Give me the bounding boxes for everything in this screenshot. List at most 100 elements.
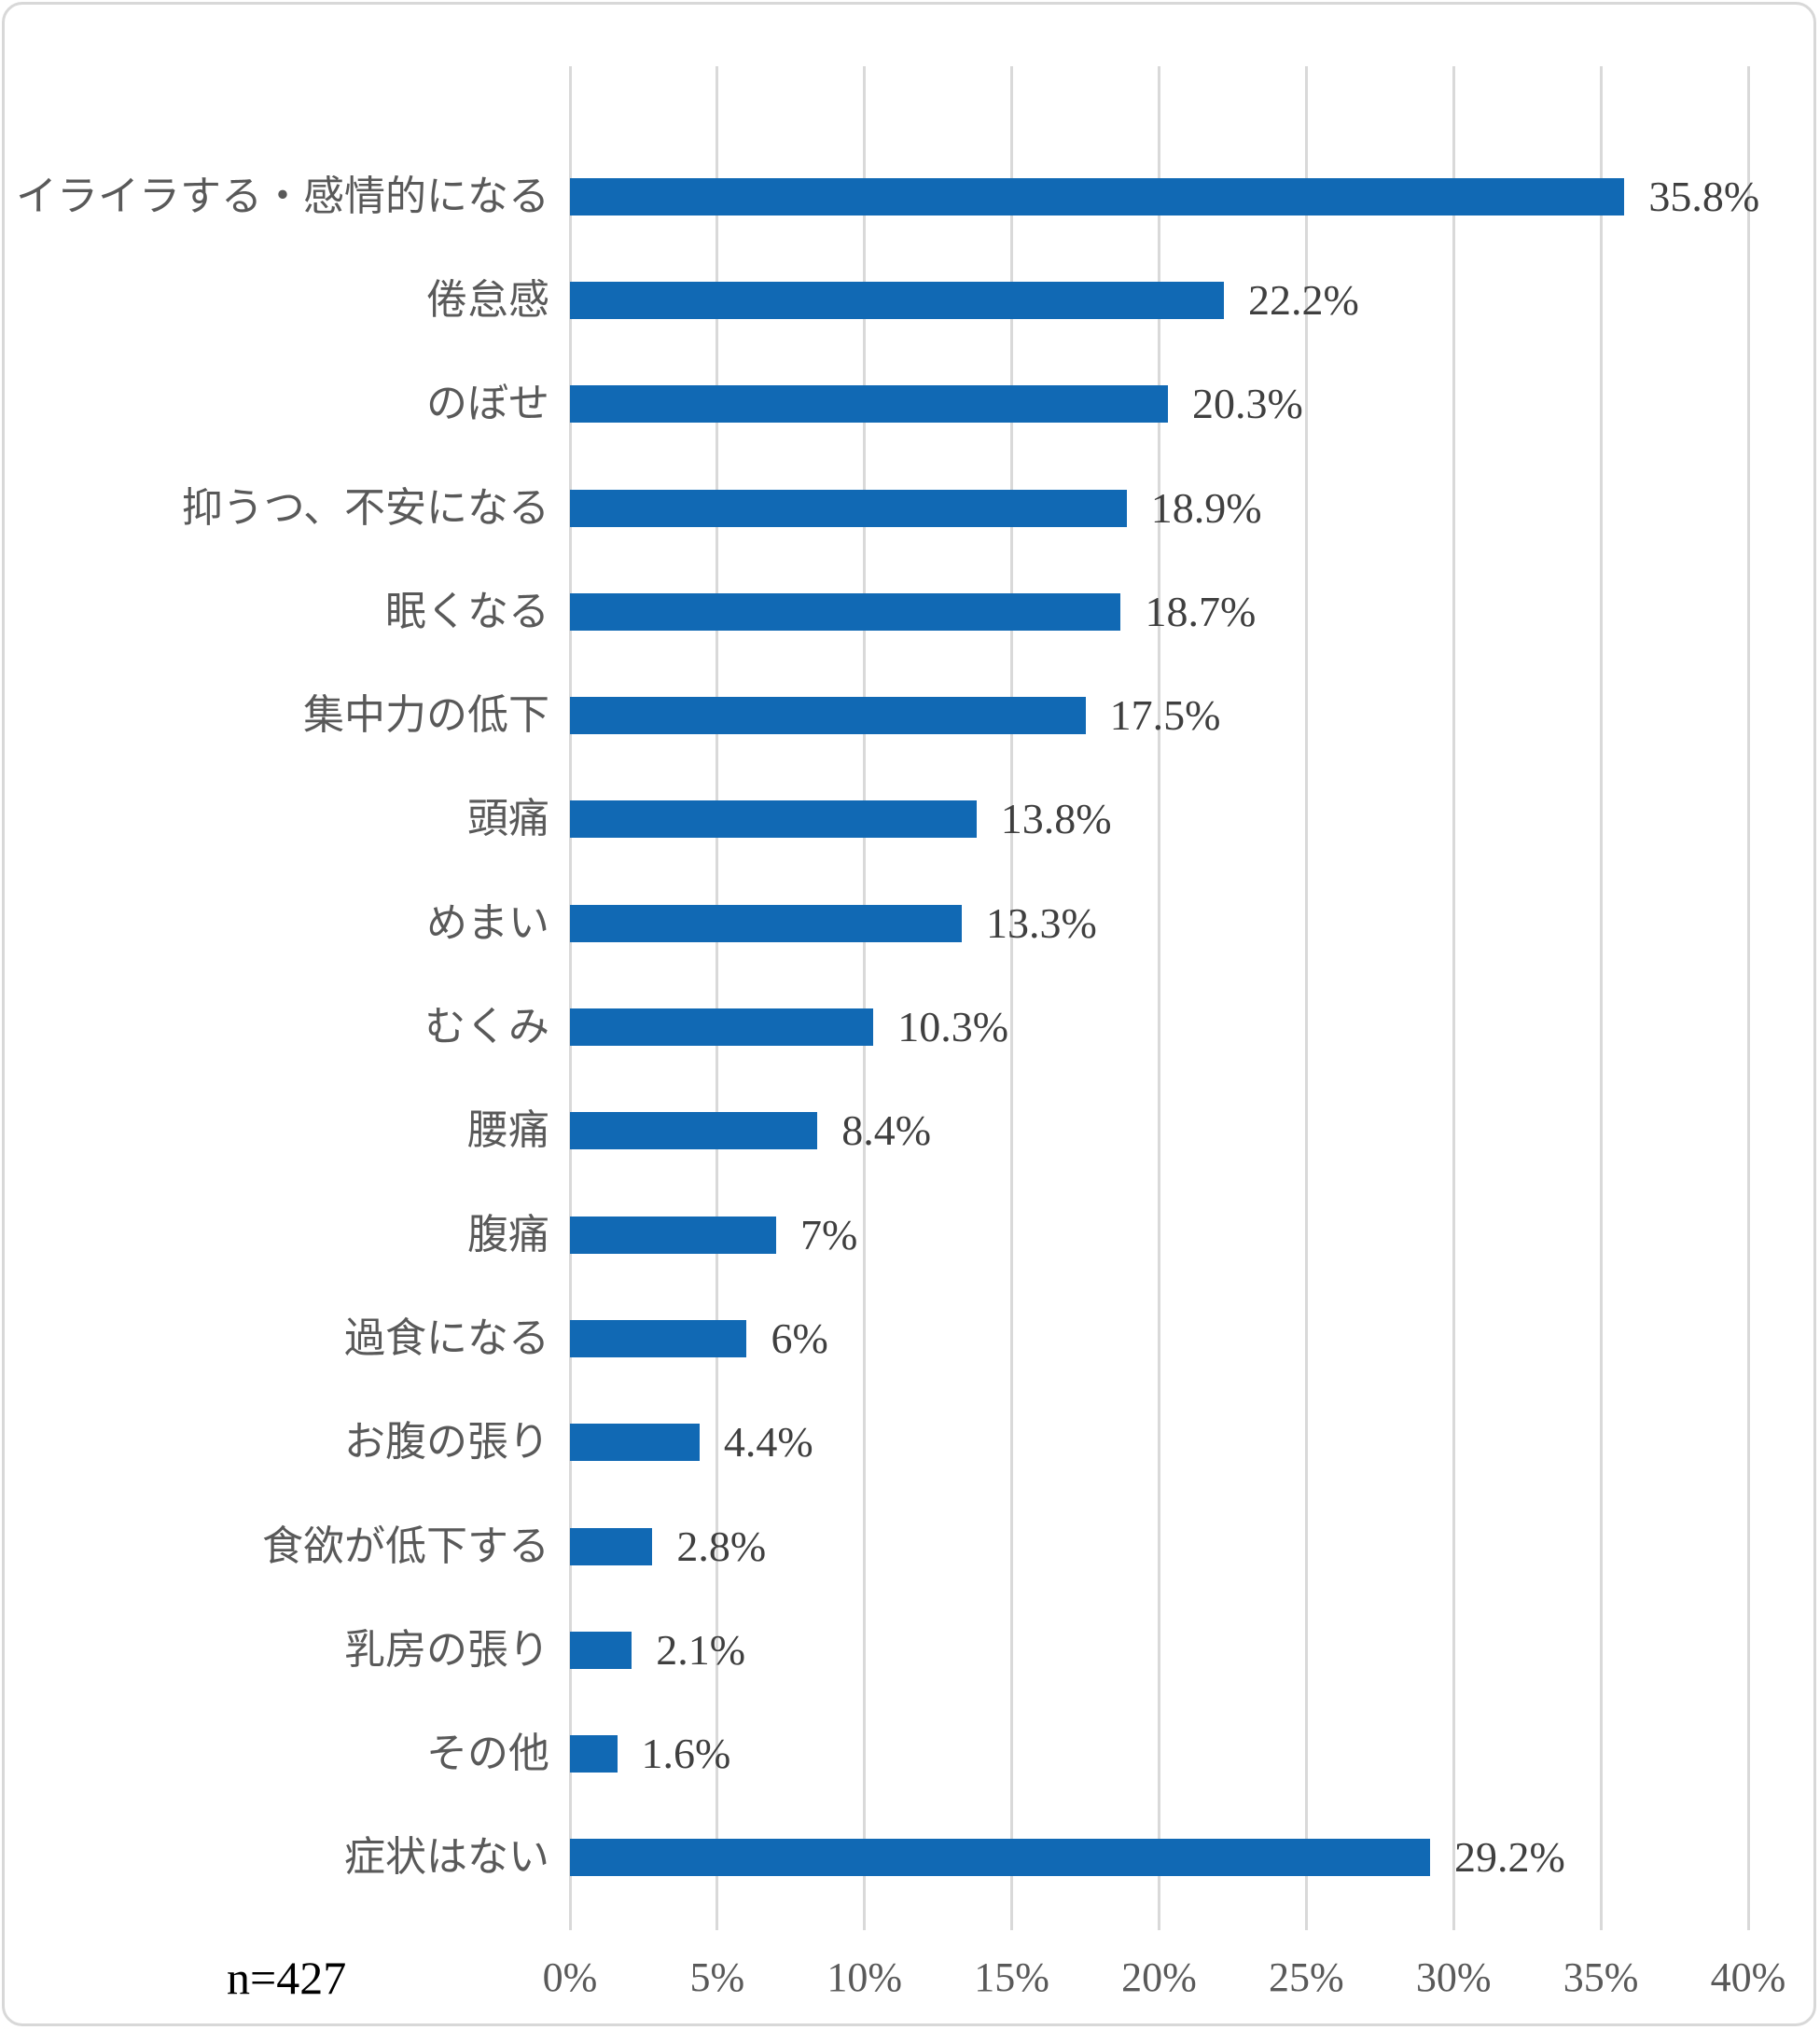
category-label: 頭痛 (467, 796, 549, 842)
bar-row: 2.1% (570, 1598, 1748, 1702)
bar (570, 177, 1625, 216)
gridline (1304, 66, 1308, 1910)
gridline (1599, 66, 1603, 1910)
bar (570, 1631, 632, 1669)
axis-tick (1599, 1910, 1603, 1930)
bar-value-label: 2.8% (676, 1522, 767, 1570)
x-axis-ticks (568, 1910, 1750, 1930)
bar-value-label: 10.3% (897, 1003, 1009, 1051)
axis-tick (1158, 1910, 1160, 1930)
axis-tick (715, 1910, 719, 1930)
bar-value-label: 35.8% (1648, 172, 1760, 220)
bar-row: 7% (570, 1183, 1748, 1286)
bar (570, 489, 1127, 527)
bar-row: 13.8% (570, 768, 1748, 871)
bar-row: 22.2% (570, 248, 1748, 352)
bar (570, 1527, 653, 1565)
bar-row: 20.3% (570, 353, 1748, 456)
bar (570, 1735, 618, 1773)
bar (570, 1424, 700, 1462)
bar-value-label: 7% (800, 1210, 858, 1258)
bar-value-label: 13.8% (1000, 795, 1112, 843)
bar-value-label: 18.9% (1150, 483, 1262, 532)
category-label: 食欲が低下する (262, 1522, 549, 1569)
bar-value-label: 29.2% (1453, 1833, 1565, 1882)
bar-row: 2.8% (570, 1495, 1748, 1598)
bar-value-label: 18.7% (1145, 587, 1257, 635)
category-label: 腹痛 (467, 1211, 549, 1258)
x-axis-labels: 0% 5% 10% 15% 20% 25% 30% 35% 40% (543, 1945, 1786, 2010)
category-label: 乳房の張り (344, 1626, 549, 1673)
bar (570, 1216, 777, 1254)
bar-row: 8.4% (570, 1079, 1748, 1183)
category-label: 腰痛 (467, 1107, 549, 1154)
x-axis-tick-label: 5% (689, 1954, 745, 2000)
bar-row: 1.6% (570, 1702, 1748, 1805)
category-axis-labels: イライラする・感情的になる倦怠感のぼせ抑うつ、不安になる眠くなる集中力の低下頭痛… (16, 145, 549, 1910)
bar-value-label: 13.3% (985, 898, 1097, 947)
bar-value-label: 20.3% (1191, 380, 1303, 428)
x-axis-tick-label: 10% (827, 1954, 903, 2000)
gridline (1452, 66, 1455, 1910)
category-label: 眠くなる (385, 588, 549, 634)
category-label: 症状はない (344, 1834, 549, 1881)
category-label: のぼせ (426, 381, 549, 427)
bar-row: 18.9% (570, 456, 1748, 560)
sample-size-note: n=427 (227, 1952, 347, 2004)
axis-tick (1452, 1910, 1455, 1930)
x-axis-tick-label: 25% (1269, 1954, 1344, 2000)
bar (570, 904, 962, 942)
x-axis-tick-label: 15% (974, 1954, 1049, 2000)
category-label: 集中力の低下 (303, 692, 549, 739)
category-label: お腹の張り (344, 1419, 549, 1466)
bar (570, 1319, 747, 1357)
bar (570, 800, 977, 839)
bar-value-label: 1.6% (641, 1730, 731, 1778)
x-axis-tick-label: 20% (1121, 1954, 1197, 2000)
bar-row: 18.7% (570, 560, 1748, 663)
bar-row: 29.2% (570, 1806, 1748, 1910)
x-axis-tick-label: 0% (542, 1954, 598, 2000)
bar (570, 1008, 874, 1047)
bar-value-label: 4.4% (723, 1418, 813, 1467)
x-axis-tick-label: 40% (1710, 1954, 1786, 2000)
bar-row: 10.3% (570, 975, 1748, 1078)
category-label: むくみ (424, 1004, 549, 1050)
gridline (568, 66, 572, 1910)
axis-tick (1010, 1910, 1014, 1930)
category-label: 倦怠感 (426, 276, 549, 323)
x-axis-tick-label: 35% (1563, 1954, 1639, 2000)
bar (570, 592, 1121, 631)
category-label: その他 (426, 1731, 549, 1777)
category-label: 過食になる (344, 1314, 549, 1361)
bar-row: 6% (570, 1286, 1748, 1390)
bar-row: 17.5% (570, 663, 1748, 767)
bar-row: 4.4% (570, 1391, 1748, 1495)
bar-value-label: 6% (771, 1314, 828, 1362)
bar (570, 385, 1168, 424)
bar (570, 697, 1086, 735)
gridline (1158, 66, 1160, 1910)
bar (570, 1839, 1430, 1877)
axis-tick (863, 1910, 867, 1930)
gridline (715, 66, 719, 1910)
category-label: 抑うつ、不安になる (181, 484, 549, 531)
bar-value-label: 8.4% (841, 1106, 932, 1155)
gridline (1010, 66, 1014, 1910)
bar-value-label: 22.2% (1247, 275, 1359, 324)
axis-tick (568, 1910, 572, 1930)
category-label: イライラする・感情的になる (16, 173, 549, 219)
axis-tick (1304, 1910, 1308, 1930)
bars-area: 35.8% 22.2% 20.3% 18.9% 18.7% 17.5% 13.8% 13.3%… (570, 145, 1759, 1910)
x-axis-tick-label: 30% (1415, 1954, 1492, 2000)
gridline (863, 66, 867, 1910)
bar-row: 13.3% (570, 871, 1748, 975)
bar (570, 1112, 818, 1150)
bar-value-label: 2.1% (656, 1625, 746, 1674)
plot-area (568, 66, 1750, 1910)
bar-value-label: 17.5% (1109, 691, 1221, 740)
bar (570, 281, 1224, 319)
category-label: めまい (426, 899, 549, 946)
